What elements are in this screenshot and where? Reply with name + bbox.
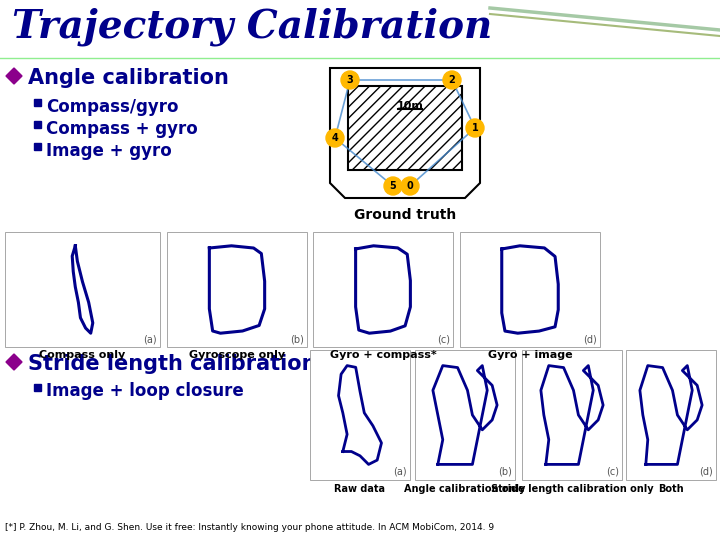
Text: 10m: 10m (397, 101, 423, 111)
Text: 2: 2 (449, 75, 455, 85)
Text: Ground truth: Ground truth (354, 208, 456, 222)
Text: Compass + gyro: Compass + gyro (46, 120, 198, 138)
Text: (c): (c) (437, 334, 450, 344)
Bar (310, 350, 410, 480)
Text: (d): (d) (699, 467, 713, 477)
Polygon shape (330, 68, 480, 198)
Text: (b): (b) (498, 467, 512, 477)
Text: Angle calibration only: Angle calibration only (405, 484, 526, 494)
Text: (c): (c) (606, 467, 619, 477)
Text: Gyro + image: Gyro + image (487, 350, 572, 360)
Bar (167, 232, 307, 347)
Bar (34, 384, 41, 391)
Text: Stride length calibration: Stride length calibration (28, 354, 317, 374)
Text: Gyroscope only: Gyroscope only (189, 350, 285, 360)
Circle shape (466, 119, 484, 137)
Text: (a): (a) (143, 334, 157, 344)
Bar (5, 232, 160, 347)
Text: (d): (d) (583, 334, 597, 344)
Circle shape (384, 177, 402, 195)
Text: [*] P. Zhou, M. Li, and G. Shen. Use it free: Instantly knowing your phone attit: [*] P. Zhou, M. Li, and G. Shen. Use it … (5, 523, 494, 532)
Text: Image + gyro: Image + gyro (46, 142, 172, 160)
Text: 0: 0 (407, 181, 413, 191)
Text: Angle calibration: Angle calibration (28, 68, 229, 88)
Text: (b): (b) (290, 334, 304, 344)
Text: Stride length calibration only: Stride length calibration only (491, 484, 653, 494)
Bar (34, 143, 41, 150)
Text: Compass/gyro: Compass/gyro (46, 98, 179, 116)
Bar (348, 86, 462, 170)
Bar (415, 350, 515, 480)
Text: Compass only: Compass only (40, 350, 125, 360)
Text: Both: Both (658, 484, 684, 494)
Text: 3: 3 (346, 75, 354, 85)
Text: Trajectory Calibration: Trajectory Calibration (12, 8, 492, 46)
Bar (313, 232, 453, 347)
Bar (522, 350, 622, 480)
Text: 4: 4 (332, 133, 338, 143)
Bar (626, 350, 716, 480)
Text: 5: 5 (390, 181, 397, 191)
Text: Image + loop closure: Image + loop closure (46, 382, 244, 400)
Circle shape (401, 177, 419, 195)
Circle shape (443, 71, 461, 89)
Circle shape (326, 129, 344, 147)
Bar (34, 99, 41, 106)
Bar (34, 121, 41, 128)
Polygon shape (6, 68, 22, 84)
Text: (a): (a) (393, 467, 407, 477)
Text: Raw data: Raw data (335, 484, 385, 494)
Circle shape (341, 71, 359, 89)
Bar (460, 232, 600, 347)
Text: 1: 1 (472, 123, 478, 133)
Polygon shape (6, 354, 22, 370)
Text: Gyro + compass*: Gyro + compass* (330, 350, 436, 360)
